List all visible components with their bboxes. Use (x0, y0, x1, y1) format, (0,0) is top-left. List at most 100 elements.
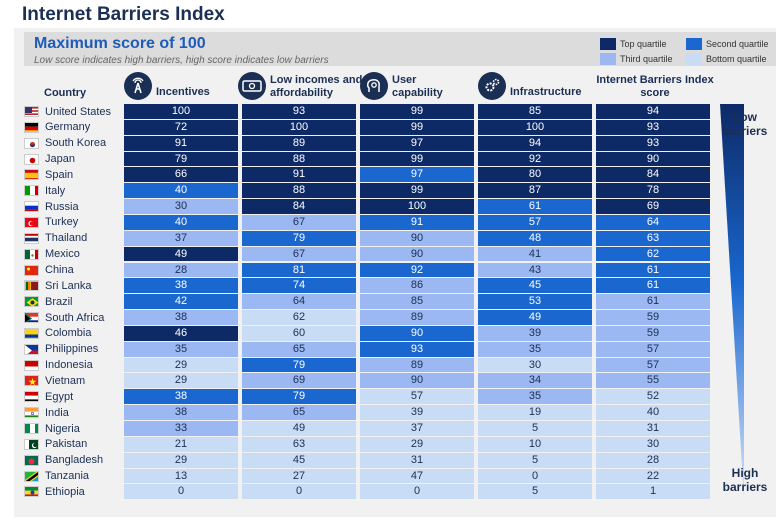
cell-south-africa-incentives: 38 (124, 310, 238, 325)
cell-spain-incentives: 66 (124, 167, 238, 183)
cell-south-africa-user_capability: 89 (360, 310, 474, 325)
cell-spain-infrastructure: 80 (478, 167, 592, 183)
column-label: User capability (392, 74, 443, 99)
cell-russia-low_incomes: 84 (242, 199, 356, 214)
cell-united-states-user_capability: 99 (360, 104, 474, 119)
cell-ethiopia-index: 1 (596, 484, 710, 500)
cell-tanzania-incentives: 13 (124, 468, 238, 484)
cell-tanzania-infrastructure: 0 (478, 468, 592, 484)
country-name: Vietnam (45, 374, 86, 387)
flag-za-icon (24, 312, 39, 324)
country-name: Bangladesh (45, 454, 104, 467)
flag-tr-icon (24, 216, 39, 228)
cell-colombia-index: 59 (596, 325, 710, 341)
cell-ethiopia-user_capability: 0 (360, 484, 474, 500)
cell-nigeria-low_incomes: 49 (242, 421, 356, 436)
cell-philippines-user_capability: 93 (360, 341, 474, 357)
cell-mexico-low_incomes: 67 (242, 246, 356, 262)
flag-tz-icon (24, 470, 39, 482)
country-name: Tanzania (45, 470, 90, 483)
flag-pk-icon (24, 438, 39, 450)
cell-pakistan-incentives: 21 (124, 436, 238, 452)
row-label-thailand: Thailand (24, 231, 87, 246)
cell-egypt-index: 52 (596, 389, 710, 405)
row-label-vietnam: Vietnam (24, 373, 85, 388)
legend-swatch (686, 38, 702, 50)
cell-thailand-incentives: 37 (124, 230, 238, 246)
subheader-band: Maximum score of 100 Low score indicates… (24, 32, 776, 66)
cell-south-korea-low_incomes: 89 (242, 135, 356, 151)
cell-brazil-infrastructure: 53 (478, 294, 592, 310)
row-label-russia: Russia (24, 199, 79, 214)
flag-th-icon (24, 232, 39, 244)
row-label-turkey: Turkey (24, 215, 78, 230)
cell-united-states-infrastructure: 85 (478, 104, 592, 119)
cell-south-korea-incentives: 91 (124, 135, 238, 151)
cell-russia-incentives: 30 (124, 199, 238, 214)
cell-pakistan-infrastructure: 10 (478, 436, 592, 452)
cell-spain-low_incomes: 91 (242, 167, 356, 183)
cell-nigeria-incentives: 33 (124, 421, 238, 436)
row-label-colombia: Colombia (24, 326, 91, 341)
cell-sri-lanka-infrastructure: 45 (478, 278, 592, 294)
row-label-india: India (24, 405, 69, 420)
cell-egypt-incentives: 38 (124, 389, 238, 405)
cell-japan-incentives: 79 (124, 151, 238, 167)
cell-thailand-infrastructure: 48 (478, 230, 592, 246)
chart-note: Low score indicates high barriers, high … (34, 55, 329, 66)
row-label-brazil: Brazil (24, 294, 73, 309)
country-name: Italy (45, 184, 66, 197)
cell-philippines-low_incomes: 65 (242, 341, 356, 357)
country-name: Spain (45, 168, 74, 181)
high-barriers-label: High barriers (722, 466, 768, 494)
cell-pakistan-index: 30 (596, 436, 710, 452)
cell-sri-lanka-low_incomes: 74 (242, 278, 356, 294)
flag-kr-icon (24, 137, 39, 149)
cell-turkey-low_incomes: 67 (242, 214, 356, 230)
cell-china-infrastructure: 43 (478, 262, 592, 278)
cell-italy-incentives: 40 (124, 183, 238, 199)
cell-indonesia-infrastructure: 30 (478, 357, 592, 373)
column-header-index-score: Internet Barriers Index score (596, 72, 714, 100)
cell-brazil-index: 61 (596, 294, 710, 310)
cell-japan-index: 90 (596, 151, 710, 167)
cell-united-states-incentives: 100 (124, 104, 238, 119)
low-barriers-label: Low barriers (722, 110, 768, 138)
row-label-japan: Japan (24, 152, 75, 167)
country-name: Colombia (45, 327, 92, 340)
cell-brazil-low_incomes: 64 (242, 294, 356, 310)
flag-br-icon (24, 296, 39, 308)
column-header-infrastructure: Infrastructure (478, 72, 596, 100)
country-name: Indonesia (45, 359, 93, 372)
cell-india-incentives: 38 (124, 405, 238, 420)
row-label-italy: Italy (24, 183, 65, 198)
flag-de-icon (24, 121, 39, 133)
legend-label: Third quartile (620, 54, 673, 64)
cell-germany-user_capability: 99 (360, 119, 474, 135)
flag-lk-icon (24, 280, 39, 292)
cell-ethiopia-infrastructure: 5 (478, 484, 592, 500)
cell-japan-low_incomes: 88 (242, 151, 356, 167)
country-name: Pakistan (45, 438, 88, 451)
cell-south-korea-user_capability: 97 (360, 135, 474, 151)
cell-pakistan-user_capability: 29 (360, 436, 474, 452)
cell-colombia-user_capability: 90 (360, 325, 474, 341)
column-label: Incentives (156, 86, 210, 98)
gears-icon (478, 72, 506, 100)
cell-mexico-incentives: 49 (124, 246, 238, 262)
flag-et-icon (24, 486, 39, 498)
country-name: China (45, 264, 74, 276)
cell-japan-user_capability: 99 (360, 151, 474, 167)
cell-italy-infrastructure: 87 (478, 183, 592, 199)
row-label-united-states: United States (24, 104, 111, 119)
cell-bangladesh-index: 28 (596, 452, 710, 468)
flag-bd-icon (24, 454, 39, 466)
row-label-tanzania: Tanzania (24, 469, 89, 484)
cell-south-korea-infrastructure: 94 (478, 135, 592, 151)
cell-china-index: 61 (596, 262, 710, 278)
cell-china-user_capability: 92 (360, 262, 474, 278)
cell-colombia-incentives: 46 (124, 325, 238, 341)
cell-indonesia-index: 57 (596, 357, 710, 373)
cell-ethiopia-low_incomes: 0 (242, 484, 356, 500)
flag-mx-icon (24, 248, 39, 260)
